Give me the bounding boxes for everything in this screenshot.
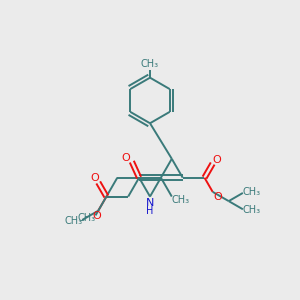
Text: O: O <box>92 211 100 221</box>
Text: H: H <box>146 206 154 216</box>
Text: O: O <box>90 173 99 183</box>
Text: CH₃: CH₃ <box>64 216 82 226</box>
Text: CH₃: CH₃ <box>141 59 159 69</box>
Text: CH₃: CH₃ <box>243 187 261 197</box>
Text: N: N <box>146 199 154 208</box>
Text: CH₃: CH₃ <box>77 213 96 224</box>
Text: O: O <box>212 154 221 165</box>
Text: CH₃: CH₃ <box>243 205 261 215</box>
Text: CH₃: CH₃ <box>172 194 190 205</box>
Text: O: O <box>122 153 130 163</box>
Text: O: O <box>213 192 222 202</box>
